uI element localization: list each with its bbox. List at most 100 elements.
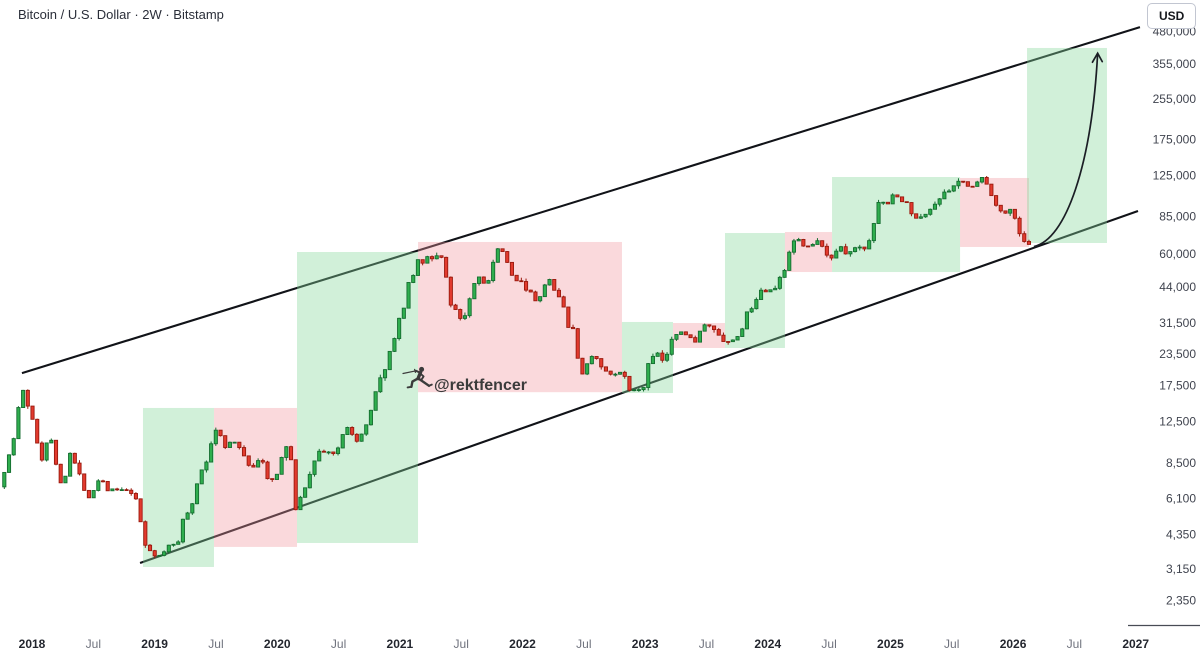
time-tick-label-year: 2026 [1000, 637, 1027, 651]
currency-badge[interactable]: USD [1147, 3, 1197, 29]
candle-up [744, 311, 749, 330]
candle-up [942, 191, 947, 200]
candle-up [777, 276, 782, 289]
upper-trendline [21, 26, 1141, 375]
candle-up [340, 434, 345, 449]
arrow-curve [1033, 53, 1099, 248]
candle-down [138, 498, 143, 523]
time-tick-label-year: 2022 [509, 637, 536, 651]
candle-up [171, 543, 176, 546]
candle-up [415, 259, 420, 276]
candle-down [288, 446, 294, 461]
candle-down [53, 439, 59, 465]
arrow-head [1091, 51, 1104, 64]
price-tick-label: 31,500 [1159, 316, 1196, 330]
candle-down [293, 459, 298, 511]
candle-down [900, 196, 905, 203]
candle-up [975, 181, 980, 187]
candle-up [476, 276, 482, 284]
candle-down [133, 493, 138, 500]
candle-up [881, 201, 886, 204]
price-axis[interactable]: 480,000355,000255,000175,000125,00085,00… [1153, 25, 1197, 608]
candle-down [627, 375, 632, 391]
candle-up [876, 201, 881, 224]
candle-down [552, 279, 557, 291]
candle-down [251, 464, 256, 468]
candle-up [472, 283, 477, 300]
candle-down [763, 289, 768, 293]
candle-up [298, 496, 303, 511]
candle-up [697, 330, 702, 343]
price-tick-label: 125,000 [1153, 168, 1197, 182]
candle-up [180, 518, 185, 543]
candle-up [317, 450, 322, 462]
candle-up [359, 433, 364, 442]
candle-up [613, 373, 618, 376]
candle-up [303, 487, 308, 498]
candle-down [237, 441, 242, 449]
bear-phase-box [213, 407, 298, 547]
symbol-title[interactable]: Bitcoin / U.S. Dollar · 2W · Bitstamp [18, 7, 224, 22]
candle-up [655, 352, 660, 357]
candle-up [11, 438, 16, 456]
candle-down [965, 181, 970, 187]
candle-down [1017, 217, 1022, 235]
candle-down [914, 213, 919, 219]
candle-up [166, 544, 171, 553]
candle-up [923, 213, 928, 218]
candle-up [796, 239, 801, 242]
candle-up [834, 250, 839, 259]
candle-up [162, 551, 167, 556]
candle-up [274, 473, 279, 480]
candle-up [434, 255, 439, 260]
time-tick-label-jul: Jul [944, 637, 959, 651]
bear-phase-box [418, 241, 622, 393]
time-tick-label-year: 2021 [387, 637, 414, 651]
candle-down [820, 240, 825, 247]
candle-down [82, 473, 87, 491]
candle-up [730, 339, 735, 343]
candle-up [425, 256, 430, 264]
candle-down [439, 255, 444, 258]
candle-down [270, 478, 275, 480]
candle-up [495, 248, 500, 263]
candle-up [2, 471, 7, 488]
candle-up [937, 198, 942, 205]
candle-up [791, 240, 797, 253]
candle-up [392, 338, 397, 352]
candle-down [693, 337, 698, 343]
fencer-icon [402, 366, 433, 389]
candle-up [194, 483, 200, 505]
candle-down [575, 328, 580, 359]
price-tick-label: 8,500 [1166, 456, 1196, 470]
candle-up [157, 554, 162, 557]
candle-up [232, 441, 237, 444]
candle-up [185, 512, 190, 520]
candle-up [632, 389, 637, 392]
candle-up [91, 490, 96, 499]
candle-up [199, 469, 204, 485]
price-tick-label: 6,100 [1166, 491, 1196, 505]
candle-up [279, 457, 284, 475]
candle-down [528, 289, 533, 293]
price-tick-label: 23,500 [1159, 347, 1196, 361]
candle-down [707, 324, 712, 327]
time-tick-label-year: 2025 [877, 637, 904, 651]
candle-up [853, 247, 858, 253]
candle-down [77, 462, 82, 475]
candle-up [387, 350, 392, 371]
price-tick-label: 4,350 [1166, 528, 1196, 542]
candle-up [979, 177, 985, 183]
price-tick-label: 17,500 [1159, 379, 1196, 393]
candle-up [674, 334, 679, 340]
candle-up [585, 363, 590, 375]
time-axis[interactable]: 2018 Jul 2019 Jul 2020 Jul 2021 Jul 2022 Jul 2023 J… [19, 637, 1150, 651]
candle-down [1026, 241, 1032, 245]
candle-up [397, 317, 402, 339]
candle-down [660, 352, 665, 361]
candle-down [25, 389, 30, 407]
time-tick-label-jul: Jul [699, 637, 714, 651]
candle-down [429, 256, 435, 260]
candle-down [509, 261, 514, 276]
